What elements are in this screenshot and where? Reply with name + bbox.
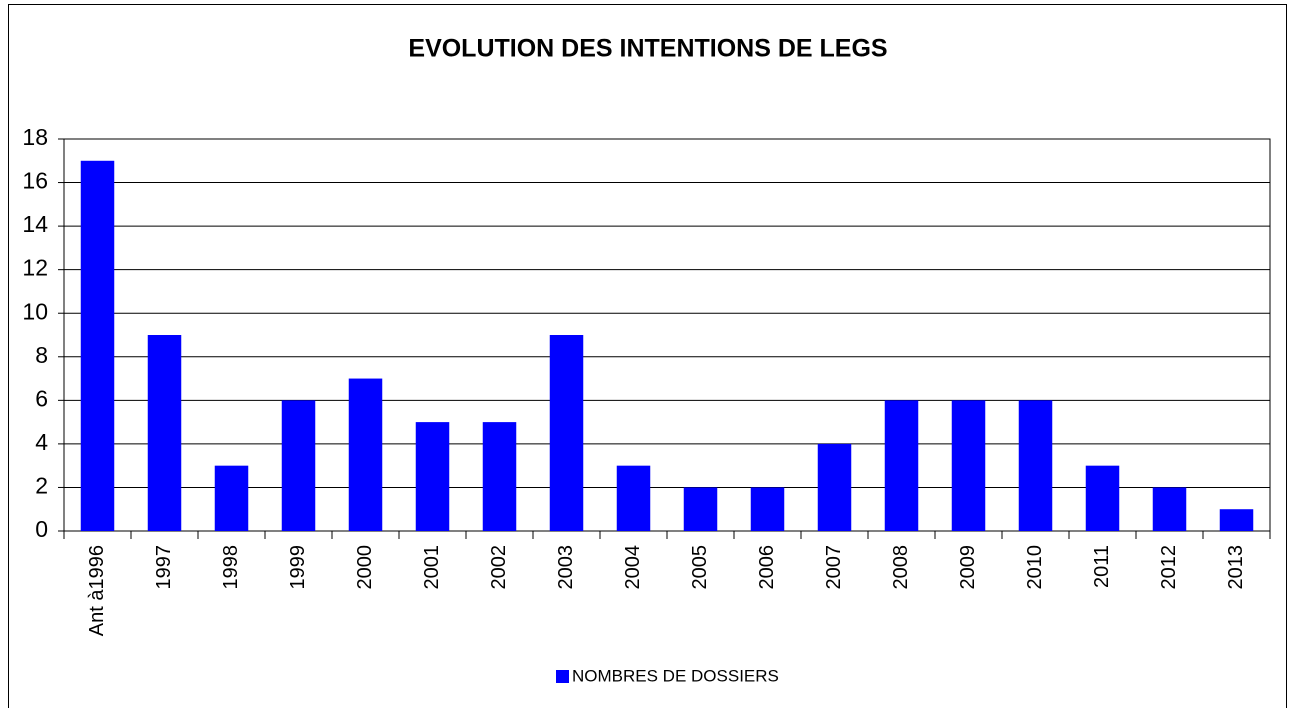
x-tick-label: 2003 (555, 545, 577, 590)
bar (147, 335, 182, 531)
x-tick-label: 2009 (957, 545, 979, 590)
x-tick-label: 2007 (823, 545, 845, 590)
y-tick-label: 18 (22, 124, 48, 150)
chart-title: EVOLUTION DES INTENTIONS DE LEGS (408, 35, 887, 63)
x-tick-label: 2001 (421, 545, 443, 590)
bar (1085, 465, 1120, 531)
x-tick-label: 2000 (354, 545, 376, 590)
legend-swatch (556, 670, 569, 683)
y-tick-label: 6 (35, 385, 48, 411)
bar (1219, 509, 1254, 531)
x-tick-label: 2010 (1024, 545, 1046, 590)
bar (1018, 400, 1053, 531)
x-tick-label: 2011 (1091, 545, 1113, 588)
bar (80, 160, 115, 531)
bar (683, 487, 718, 531)
x-tick-label: 2005 (689, 545, 711, 590)
bar (348, 378, 383, 531)
x-tick-label: 1999 (287, 545, 309, 590)
bar (482, 422, 517, 531)
bar (549, 335, 584, 531)
y-tick-label: 2 (35, 473, 48, 499)
y-tick-label: 12 (22, 255, 48, 281)
x-tick-label: 1997 (153, 545, 175, 590)
y-tick-label: 14 (22, 211, 48, 237)
bar (750, 487, 785, 531)
chart-frame (8, 4, 1287, 708)
y-tick-label: 8 (35, 342, 48, 368)
y-tick-label: 4 (35, 429, 48, 455)
bar (951, 400, 986, 531)
x-tick-label: 1998 (220, 545, 242, 590)
x-tick-label: 2006 (756, 545, 778, 590)
bar (1152, 487, 1187, 531)
bar (616, 465, 651, 531)
x-tick-label: 2013 (1225, 545, 1247, 590)
bar (884, 400, 919, 531)
x-tick-label: 2004 (622, 545, 644, 590)
y-tick-label: 0 (35, 516, 48, 542)
y-tick-label: 16 (22, 168, 48, 194)
x-tick-label: Ant à1996 (86, 545, 108, 636)
bar (415, 422, 450, 531)
y-tick-label: 10 (22, 298, 48, 324)
x-tick-label: 2002 (488, 545, 510, 590)
bar (817, 443, 852, 531)
x-tick-label: 2008 (890, 545, 912, 590)
x-tick-label: 2012 (1158, 545, 1180, 590)
bar (281, 400, 316, 531)
legend-label: NOMBRES DE DOSSIERS (572, 666, 779, 685)
bar (214, 465, 249, 531)
